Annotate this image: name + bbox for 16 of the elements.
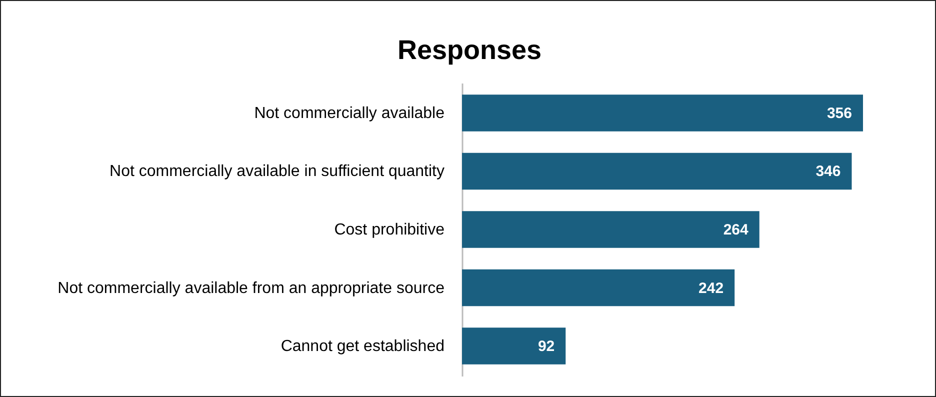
- y-tick-label: Not commercially available from an appropriate source: [58, 280, 445, 297]
- data-label: 92: [538, 338, 555, 355]
- data-label: 356: [826, 105, 852, 122]
- bar: [462, 269, 735, 306]
- data-label: 264: [723, 222, 750, 238]
- bar: [462, 211, 760, 248]
- y-tick-label: Not commercially available in sufficient quantity: [110, 163, 444, 180]
- y-tick-label: Not commercially available: [254, 105, 445, 122]
- data-label: 242: [698, 280, 724, 297]
- bar: [462, 152, 852, 190]
- chart-title: Responses: [397, 35, 542, 65]
- y-tick-label: Cannot get established: [280, 338, 444, 355]
- y-tick-label: Cost prohibitive: [334, 222, 445, 238]
- bar: [462, 328, 566, 364]
- bar: [462, 94, 863, 132]
- data-label: 346: [816, 163, 841, 180]
